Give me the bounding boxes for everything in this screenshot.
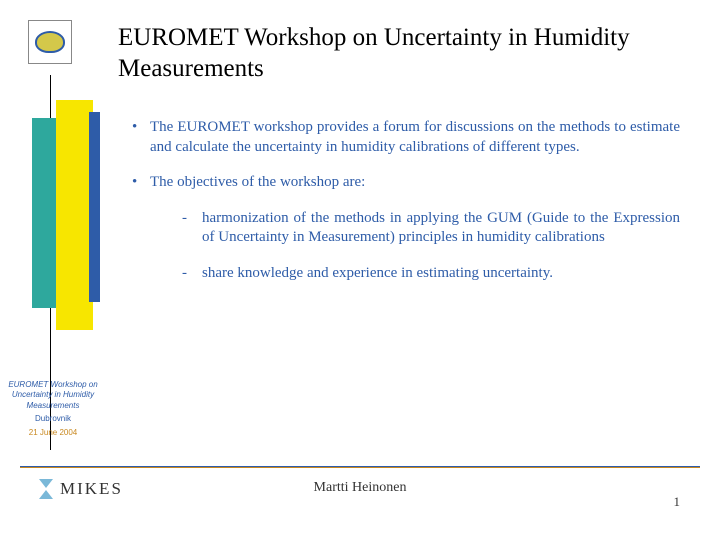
- sub-bullet-1: - harmonization of the methods in applyi…: [182, 209, 680, 248]
- bullet-1: • The EUROMET workshop provides a forum …: [132, 118, 680, 157]
- euromet-logo-icon: [35, 31, 65, 53]
- sub-bullet-1-text: harmonization of the methods in applying…: [202, 209, 680, 248]
- bullet-1-text: The EUROMET workshop provides a forum fo…: [150, 118, 680, 157]
- bullet-2-text: The objectives of the workshop are:: [150, 173, 365, 193]
- footer-rule: [20, 466, 700, 468]
- euromet-logo: [28, 20, 72, 64]
- sidebar-caption: EUROMET Workshop on Uncertainty in Humid…: [8, 380, 98, 438]
- sidebar-title: EUROMET Workshop on Uncertainty in Humid…: [8, 380, 97, 410]
- sidebar-date: 21 June 2004: [8, 428, 98, 438]
- slide-title: EUROMET Workshop on Uncertainty in Humid…: [118, 22, 678, 85]
- bullet-2: • The objectives of the workshop are:: [132, 173, 680, 193]
- yellow-decor-bar: [56, 100, 93, 330]
- sub-bullet-2-text: share knowledge and experience in estima…: [202, 264, 553, 284]
- blue-decor-bar: [89, 112, 100, 302]
- author-name: Martti Heinonen: [0, 480, 720, 496]
- page-number: 1: [674, 494, 681, 510]
- sidebar-location: Dubrovnik: [8, 414, 98, 424]
- sub-bullet-2: - share knowledge and experience in esti…: [182, 264, 680, 284]
- slide-body: • The EUROMET workshop provides a forum …: [132, 118, 680, 299]
